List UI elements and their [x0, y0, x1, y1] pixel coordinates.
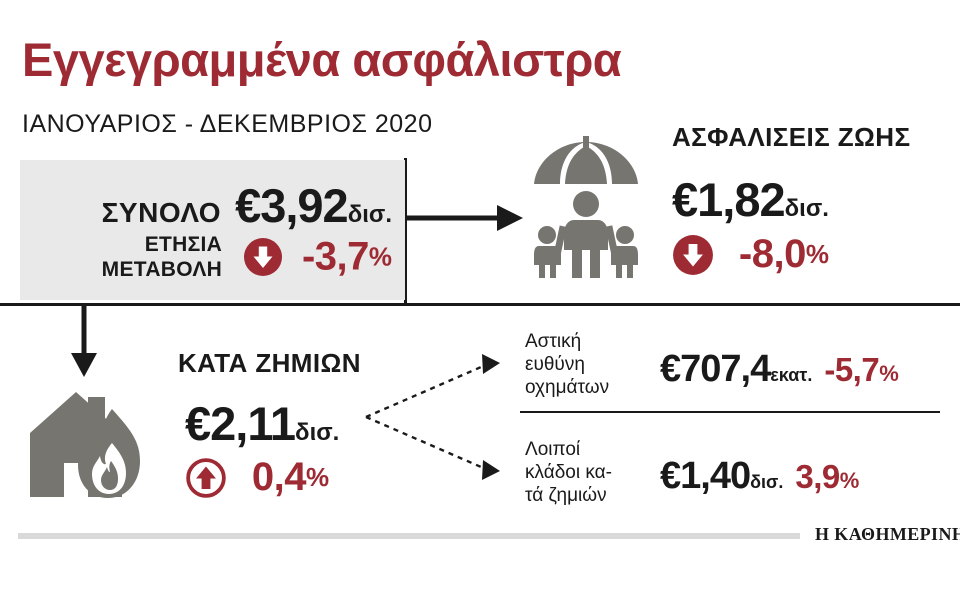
life-currency: €	[672, 173, 698, 226]
total-currency: €	[235, 179, 261, 232]
breakdown-row-2-label-line2: κλάδοι κα-	[525, 462, 612, 483]
divider-horizontal-breakdown	[520, 411, 940, 413]
total-value-row: ΣΥΝΟΛΟ €3,92δισ.	[20, 178, 392, 233]
breakdown-row-1-change-sign: %	[879, 361, 899, 386]
breakdown-row-2-amount: 1,40	[680, 455, 751, 497]
connector-dotted-branches	[360, 350, 510, 495]
divider-vertical	[404, 158, 407, 305]
breakdown-row-2-change: 3,9	[795, 458, 840, 495]
nonlife-title: ΚΑΤΑ ΖΗΜΙΩΝ	[178, 348, 361, 378]
life-value-row: €1,82δισ.	[672, 172, 829, 227]
total-change-sign: %	[368, 241, 392, 272]
house-fire-icon	[30, 385, 165, 515]
breakdown-row-2-label: Λοιποί κλάδοι κα- τά ζημιών	[525, 438, 612, 507]
nonlife-change-sign: %	[306, 462, 330, 492]
umbrella-family-icon	[530, 134, 642, 285]
nonlife-currency: €	[185, 397, 211, 450]
life-change-value: -8,0	[738, 232, 806, 276]
breakdown-row-1-label-line2: ευθύνη	[525, 354, 585, 375]
connector-arrow-to-nonlife	[66, 305, 102, 384]
total-change-row: ΕΤΗΣΙΑ ΜΕΤΑΒΟΛΗ -3,7%	[20, 232, 392, 282]
total-panel	[20, 160, 405, 300]
total-change-value: -3,7	[301, 234, 369, 279]
life-change-sign: %	[805, 239, 829, 269]
arrow-up-icon	[185, 457, 227, 499]
breakdown-row-2-currency: €	[660, 455, 681, 497]
breakdown-row-1-value: €707,4εκατ. -5,7%	[660, 348, 899, 391]
total-change-label-line1: ΕΤΗΣΙΑ	[144, 233, 223, 256]
breakdown-row-1-change: -5,7	[824, 351, 880, 388]
divider-horizontal-main	[0, 303, 960, 306]
breakdown-row-2-value: €1,40δισ. 3,9%	[660, 455, 859, 498]
nonlife-change-value: 0,4	[251, 455, 307, 499]
breakdown-row-1-amount: 707,4	[680, 348, 771, 390]
total-change-label: ΕΤΗΣΙΑ ΜΕΤΑΒΟΛΗ	[102, 232, 222, 282]
breakdown-row-2-label-line1: Λοιποί	[525, 439, 581, 460]
breakdown-row-1-label: Αστική ευθύνη οχημάτων	[525, 330, 609, 399]
nonlife-value-row: €2,11δισ.	[185, 396, 339, 451]
total-value: 3,92	[260, 179, 348, 232]
footer-rule	[18, 533, 800, 539]
life-change-row: -8,0%	[672, 232, 829, 277]
connector-arrow-to-life	[407, 200, 527, 241]
breakdown-row-1-currency: €	[660, 348, 681, 390]
life-unit: δισ.	[784, 195, 829, 222]
life-title: ΑΣΦΑΛΙΣΕΙΣ ΖΩΗΣ	[672, 122, 911, 152]
nonlife-unit: δισ.	[295, 419, 340, 446]
total-unit: δισ.	[347, 201, 392, 228]
arrow-down-icon	[243, 237, 283, 277]
breakdown-row-1-unit: εκατ.	[770, 365, 813, 385]
breakdown-row-1-label-line3: οχημάτων	[525, 377, 610, 398]
arrow-down-icon	[672, 234, 714, 276]
total-label: ΣΥΝΟΛΟ	[101, 197, 222, 228]
source-logo: Η ΚΑΘΗΜΕΡΙΝΗ	[815, 524, 960, 544]
nonlife-change-row: 0,4%	[185, 455, 329, 500]
breakdown-row-1-label-line1: Αστική	[525, 331, 582, 352]
breakdown-row-2-unit: δισ.	[750, 472, 784, 492]
breakdown-row-2-change-sign: %	[839, 468, 860, 493]
page-subtitle: ΙΑΝΟΥΑΡΙΟΣ - ΔΕΚΕΜΒΡΙΟΣ 2020	[22, 110, 433, 138]
life-value: 1,82	[697, 173, 785, 226]
total-change-label-line2: ΜΕΤΑΒΟΛΗ	[101, 258, 223, 281]
nonlife-value: 2,11	[210, 397, 296, 450]
page-title: Εγγεγραμμένα ασφάλιστρα	[22, 33, 622, 86]
breakdown-row-2-label-line3: τά ζημιών	[525, 485, 607, 506]
